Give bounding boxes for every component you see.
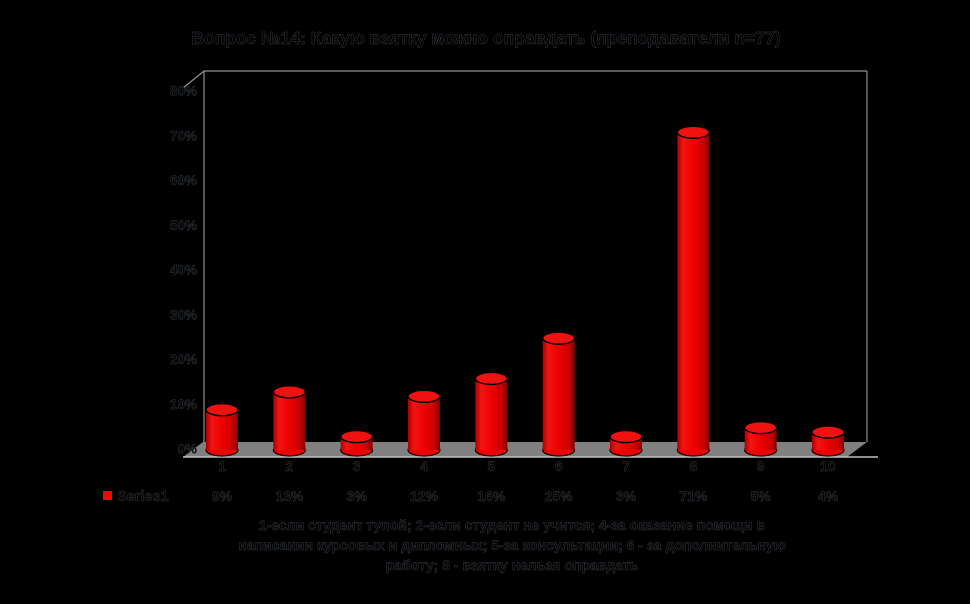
y-tick-label: 0% bbox=[177, 442, 197, 457]
footnote-line-1: 1-если студент тупой; 2-если студент не … bbox=[259, 517, 766, 533]
bar-group bbox=[743, 420, 778, 457]
footnote-line-2: написании курсовых и дипломных; 5-за кон… bbox=[238, 537, 785, 553]
value-label: 71% bbox=[679, 488, 708, 504]
x-tick-label: 2 bbox=[285, 458, 293, 474]
bar bbox=[677, 132, 710, 450]
x-tick-label: 6 bbox=[555, 458, 563, 474]
x-tick-label: 9 bbox=[757, 458, 765, 474]
bar-top bbox=[541, 331, 576, 345]
value-label: 5% bbox=[751, 488, 772, 504]
bar-top bbox=[339, 429, 374, 444]
bar-top bbox=[609, 429, 643, 444]
y-tick-label: 70% bbox=[170, 128, 197, 143]
chart-title: Вопрос №14: Какую взятку можно оправдать… bbox=[191, 28, 780, 48]
x-tick-label: 1 bbox=[218, 458, 226, 474]
bar-group bbox=[205, 403, 239, 457]
bar-top bbox=[474, 371, 509, 386]
axis-depth-edge bbox=[182, 70, 205, 89]
bar-group bbox=[811, 425, 845, 457]
y-tick-label: 10% bbox=[170, 397, 197, 412]
bar-top bbox=[676, 125, 711, 139]
y-tick-label: 50% bbox=[170, 218, 197, 233]
value-label: 3% bbox=[347, 488, 368, 504]
bar bbox=[542, 338, 575, 450]
y-tick-label: 40% bbox=[170, 263, 197, 278]
bar-top bbox=[743, 420, 778, 435]
bar bbox=[273, 391, 306, 450]
legend-label: Series1 bbox=[117, 489, 169, 505]
bar-top bbox=[272, 385, 307, 399]
plot-area: 0% 10% 20% 30% 40% 50% 60% 70% 80% 1 9% 2 13% 3 3% 4 12%… bbox=[170, 83, 845, 504]
y-tick-label: 60% bbox=[170, 173, 197, 188]
x-tick-label: 8 bbox=[689, 458, 697, 474]
bar-group bbox=[676, 125, 711, 457]
y-tick-label: 80% bbox=[170, 84, 197, 99]
bar-group bbox=[272, 385, 307, 457]
value-label: 16% bbox=[477, 488, 506, 504]
y-tick-label: 20% bbox=[170, 352, 197, 367]
bar-group bbox=[339, 429, 374, 457]
legend-swatch bbox=[103, 491, 112, 500]
value-label: 25% bbox=[545, 488, 574, 504]
bar bbox=[206, 409, 238, 450]
x-tick-label: 3 bbox=[353, 458, 361, 474]
value-label: 4% bbox=[818, 488, 839, 504]
value-label: 3% bbox=[616, 488, 637, 504]
bar bbox=[475, 378, 508, 450]
bar-group bbox=[474, 371, 509, 457]
x-tick-label: 5 bbox=[487, 458, 495, 474]
value-label: 12% bbox=[410, 488, 439, 504]
value-label: 13% bbox=[275, 488, 304, 504]
bar-group bbox=[609, 429, 643, 457]
x-tick-label: 10 bbox=[820, 458, 836, 474]
value-label: 9% bbox=[212, 488, 233, 504]
bar-top bbox=[407, 389, 441, 403]
x-tick-label: 7 bbox=[622, 458, 630, 474]
footnote-line-3: работу; 8 - взятку нельзя оправдать bbox=[386, 557, 639, 573]
bar-top bbox=[205, 403, 239, 417]
bar-top bbox=[811, 425, 845, 439]
bar-group bbox=[407, 389, 441, 457]
y-tick-label: 30% bbox=[170, 307, 197, 322]
bar bbox=[407, 396, 440, 450]
x-tick-label: 4 bbox=[420, 458, 428, 474]
bar-group bbox=[541, 331, 576, 457]
